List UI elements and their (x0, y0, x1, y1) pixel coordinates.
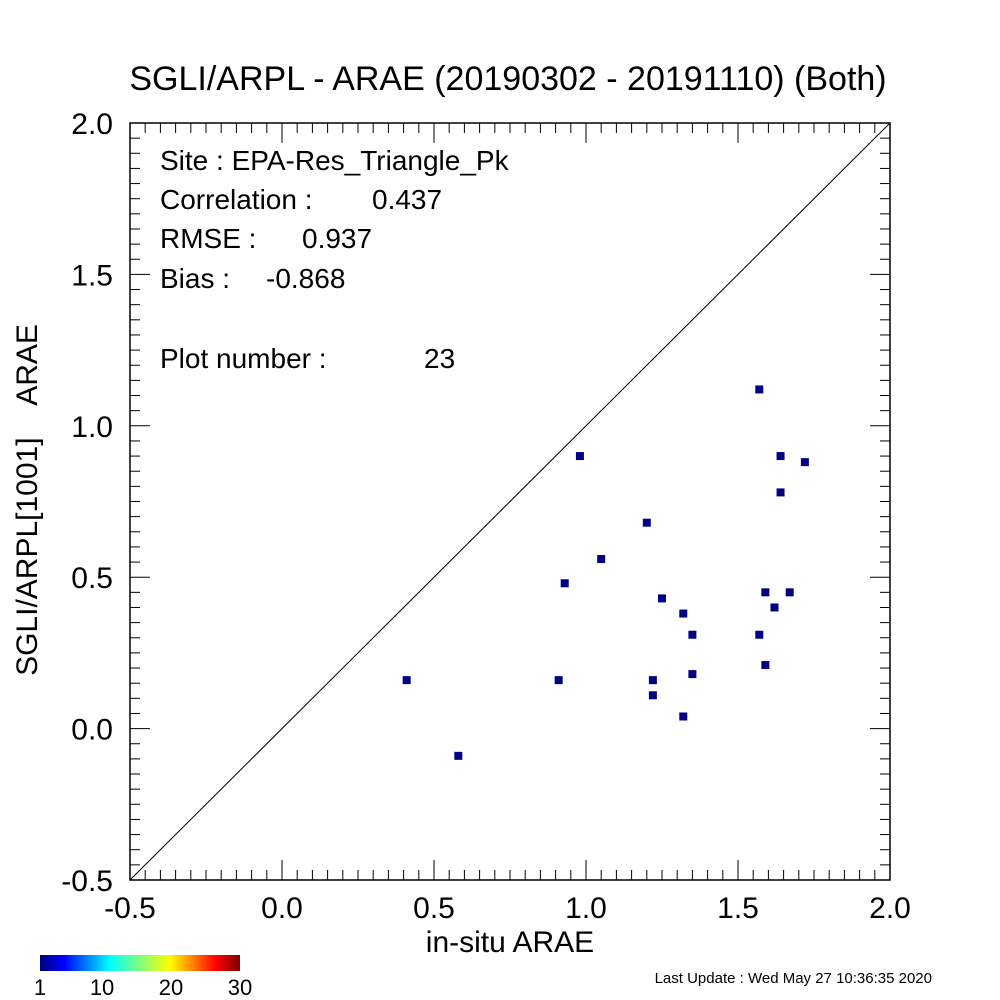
data-point (770, 603, 779, 612)
data-point (648, 691, 657, 700)
data-point (554, 676, 563, 685)
last-update-text: Last Update : Wed May 27 10:36:35 2020 (655, 970, 932, 987)
rmse-value: 0.937 (302, 223, 372, 254)
x-tick-label: 1.5 (717, 892, 759, 925)
correlation-value: 0.437 (372, 184, 442, 215)
data-point (755, 630, 764, 639)
x-tick-label: -0.5 (104, 892, 156, 925)
data-point (642, 518, 651, 527)
x-tick-label: 0.0 (261, 892, 303, 925)
data-point (776, 452, 785, 461)
plot-number-value: 23 (424, 343, 455, 374)
colorbar-tick-label: 20 (159, 975, 183, 1000)
bias-value: -0.868 (266, 263, 345, 294)
colorbar: 1 10 20 30 (34, 955, 252, 1000)
colorbar-tick-label: 30 (228, 975, 252, 1000)
data-point (402, 676, 411, 685)
y-tick-label: 1.5 (71, 259, 113, 292)
data-point (560, 579, 569, 588)
chart-title: SGLI/ARPL - ARAE (20190302 - 20191110) (… (129, 60, 886, 98)
data-point (454, 751, 463, 760)
colorbar-tick-labels: 1 10 20 30 (34, 975, 252, 1000)
data-point (776, 488, 785, 497)
data-point (597, 555, 606, 564)
one-to-one-line (129, 122, 891, 881)
x-tick-label: 0.5 (413, 892, 455, 925)
y-tick-label: -0.5 (61, 865, 113, 898)
x-tick-label: 1.0 (565, 892, 607, 925)
stats-annotation: Site : EPA-Res_Triangle_Pk Correlation :… (160, 145, 510, 374)
y-tick-label: 0.5 (71, 562, 113, 595)
colorbar-gradient (40, 955, 240, 971)
axis-ticks (129, 122, 891, 881)
data-point (761, 661, 770, 670)
data-point (575, 452, 584, 461)
data-point (688, 670, 697, 679)
y-axis-label: SGLI/ARPL[1001] ARAE (11, 324, 44, 676)
site-text: Site : EPA-Res_Triangle_Pk (160, 145, 510, 176)
data-point (648, 676, 657, 685)
y-tick-label: 2.0 (71, 108, 113, 141)
x-tick-labels: -0.5 0.0 0.5 1.0 1.5 2.0 (104, 892, 911, 925)
colorbar-tick-label: 10 (90, 975, 114, 1000)
data-point (800, 458, 809, 467)
data-point (761, 588, 770, 597)
x-axis-label: in-situ ARAE (426, 926, 594, 959)
rmse-label: RMSE : (160, 223, 256, 254)
y-tick-label: 0.0 (71, 714, 113, 747)
data-point (658, 594, 666, 603)
colorbar-tick-label: 1 (34, 975, 46, 1000)
data-point (688, 630, 697, 639)
data-point (785, 588, 794, 597)
data-point (679, 609, 688, 618)
plot-number-label: Plot number : (160, 343, 327, 374)
y-tick-label: 1.0 (71, 411, 113, 444)
correlation-label: Correlation : (160, 184, 313, 215)
data-point (679, 712, 688, 721)
x-tick-label: 2.0 (869, 892, 911, 925)
data-points (402, 385, 809, 760)
y-tick-labels: -0.5 0.0 0.5 1.0 1.5 2.0 (61, 108, 113, 898)
bias-label: Bias : (160, 263, 230, 294)
data-point (755, 385, 764, 394)
